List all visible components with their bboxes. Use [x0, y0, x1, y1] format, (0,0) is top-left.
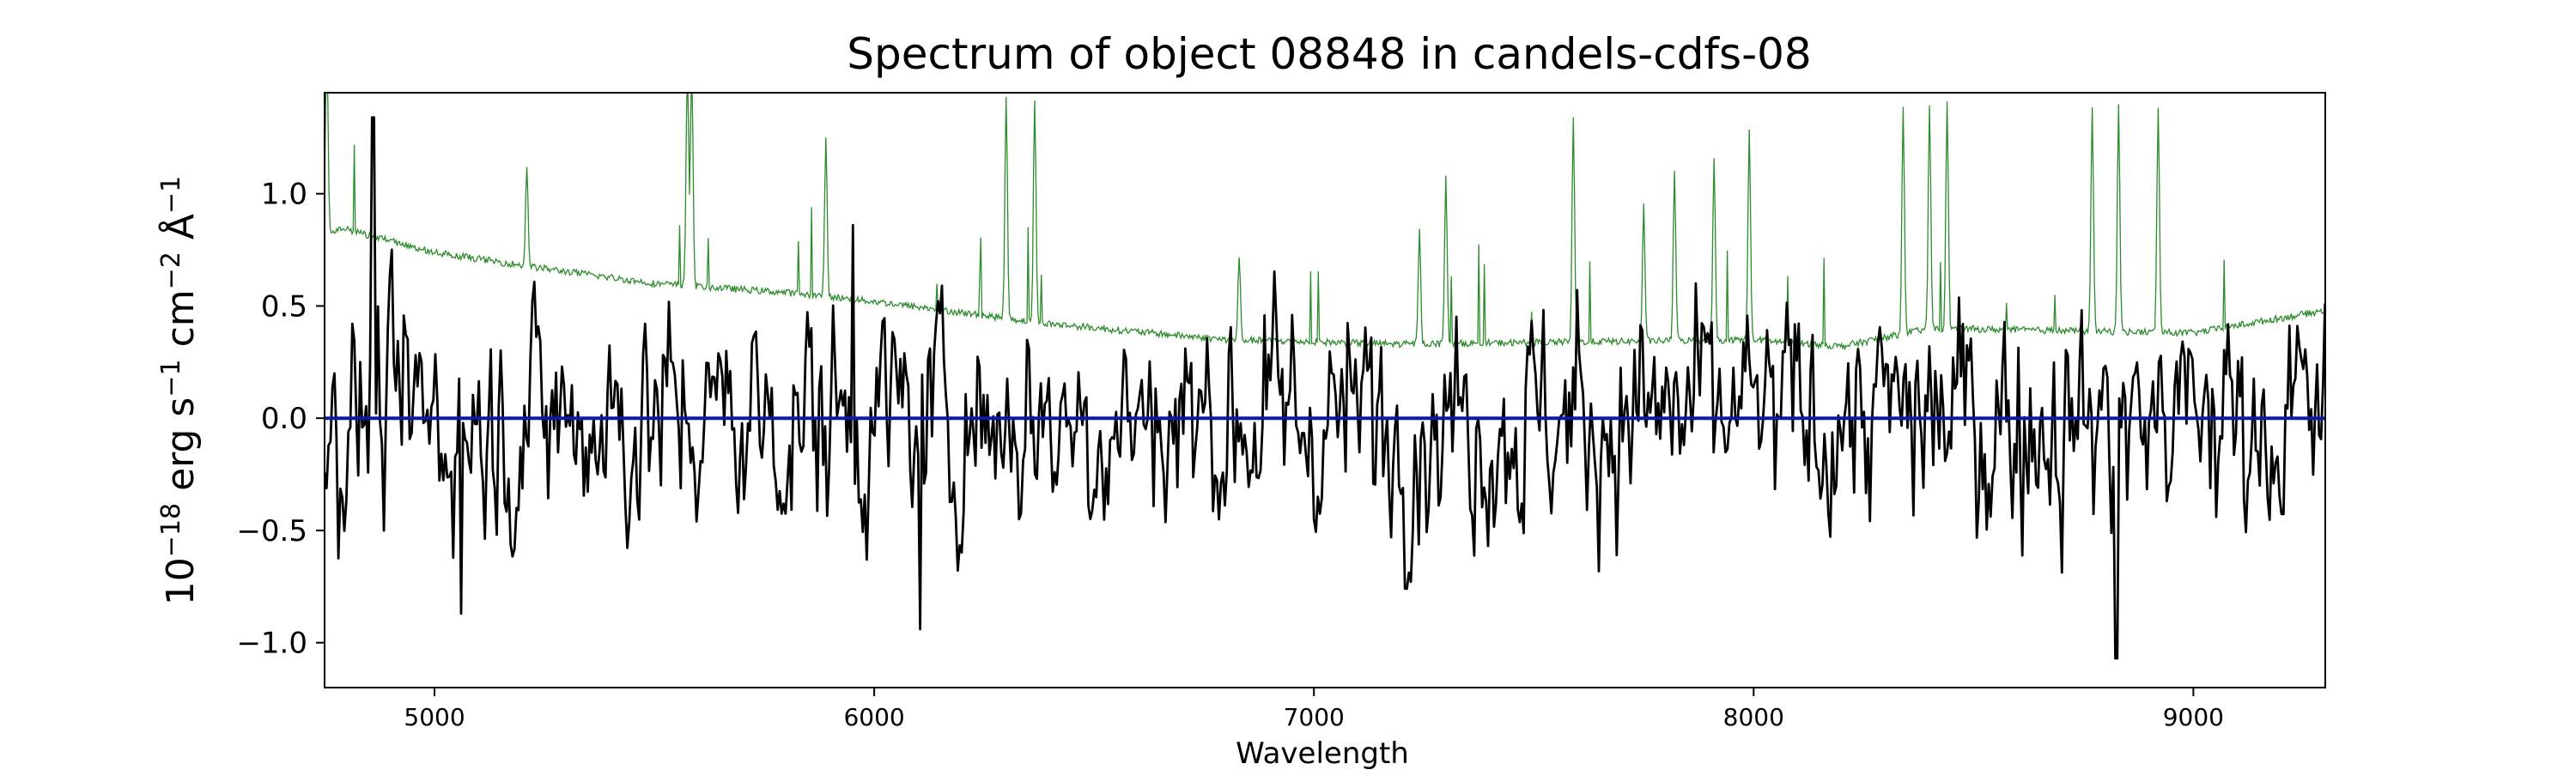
- axes-frame: [324, 92, 2326, 688]
- contamination-spectrum-line: [325, 93, 2325, 351]
- chart-title: Spectrum of object 08848 in candels-cdfs…: [847, 29, 1812, 79]
- y-label-exp1: −18: [156, 503, 186, 557]
- y-label-exp3: −2: [156, 252, 186, 289]
- x-tick-label: 9000: [2163, 703, 2224, 731]
- y-label-exp2: −1: [156, 359, 186, 397]
- y-tick-label: 0.0: [261, 402, 307, 436]
- y-tick-label: 0.5: [261, 289, 307, 324]
- y-label-base: 10: [159, 557, 203, 605]
- x-axis-ticks: 5000 6000 7000 8000 9000: [404, 688, 2224, 731]
- y-tick-label: −1.0: [236, 627, 307, 661]
- y-label-unit3: Å: [157, 214, 203, 252]
- y-axis-ticks: −1.0 −0.5 0.0 0.5 1.0: [236, 178, 325, 661]
- y-axis-label: 10−18 erg s−1 cm−2 Å−1: [156, 176, 203, 605]
- x-tick-label: 7000: [1284, 703, 1345, 731]
- plot-area: [325, 93, 2325, 660]
- y-label-unit2: cm: [159, 289, 203, 359]
- flux-spectrum-line: [325, 116, 2325, 660]
- x-axis-label: Wavelength: [1236, 737, 1409, 771]
- x-tick-label: 6000: [843, 703, 904, 731]
- y-tick-label: 1.0: [261, 178, 307, 212]
- x-tick-label: 8000: [1723, 703, 1784, 731]
- x-tick-label: 5000: [404, 703, 465, 731]
- y-tick-label: −0.5: [236, 514, 307, 549]
- y-label-unit1: erg s: [159, 397, 203, 503]
- y-label-exp4: −1: [156, 176, 186, 214]
